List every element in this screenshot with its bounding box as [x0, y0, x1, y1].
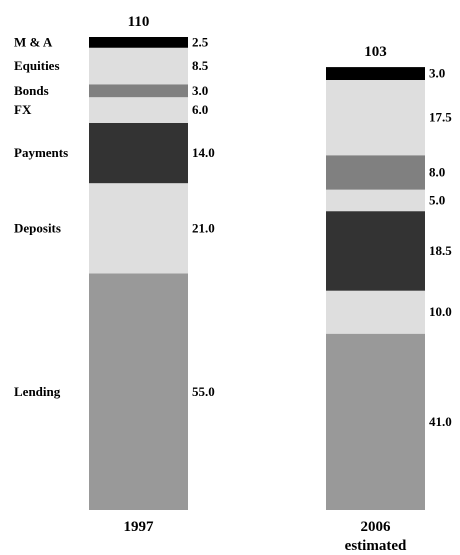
value-label-bonds-1997: 3.0	[192, 83, 208, 98]
value-label-lending-2006: 41.0	[429, 414, 452, 429]
category-sublabel-2006: estimated	[345, 538, 407, 554]
legend-label-fx: FX	[14, 102, 32, 117]
bar-segment-payments-1997	[89, 123, 188, 184]
bar-segment-lending-1997	[89, 273, 188, 510]
bar-segment-m-a-2006	[326, 67, 425, 80]
legend-label-deposits: Deposits	[14, 220, 61, 235]
legend-label-equities: Equities	[14, 58, 60, 73]
bar-segment-payments-2006	[326, 211, 425, 291]
bar-segment-bonds-1997	[89, 84, 188, 98]
bar-segment-deposits-2006	[326, 290, 425, 334]
value-label-deposits-2006: 10.0	[429, 304, 452, 319]
legend-label-lending: Lending	[14, 384, 61, 399]
bar-segment-fx-2006	[326, 189, 425, 212]
value-label-payments-1997: 14.0	[192, 145, 215, 160]
legend-label-bonds: Bonds	[14, 83, 49, 98]
category-label-2006: 2006	[361, 519, 392, 535]
value-label-fx-2006: 5.0	[429, 192, 445, 207]
bar-segment-bonds-2006	[326, 155, 425, 190]
value-label-equities-2006: 17.5	[429, 110, 452, 125]
value-label-m-a-1997: 2.5	[192, 34, 209, 49]
value-label-equities-1997: 8.5	[192, 58, 209, 73]
value-label-bonds-2006: 8.0	[429, 164, 445, 179]
total-label-1997: 110	[128, 14, 150, 30]
bar-segment-lending-2006	[326, 333, 425, 510]
value-label-m-a-2006: 3.0	[429, 66, 445, 81]
bar-segment-equities-1997	[89, 47, 188, 85]
value-label-lending-1997: 55.0	[192, 384, 215, 399]
legend-label-payments: Payments	[14, 145, 68, 160]
bar-segment-fx-1997	[89, 97, 188, 123]
category-label-1997: 1997	[124, 519, 155, 535]
bar-segment-m-a-1997	[89, 37, 188, 48]
value-label-fx-1997: 6.0	[192, 102, 208, 117]
legend-label-m-a: M & A	[14, 34, 53, 49]
bar-segment-equities-2006	[326, 80, 425, 156]
bar-segment-deposits-1997	[89, 183, 188, 274]
value-label-payments-2006: 18.5	[429, 243, 452, 258]
total-label-2006: 103	[364, 44, 387, 60]
value-label-deposits-1997: 21.0	[192, 220, 215, 235]
